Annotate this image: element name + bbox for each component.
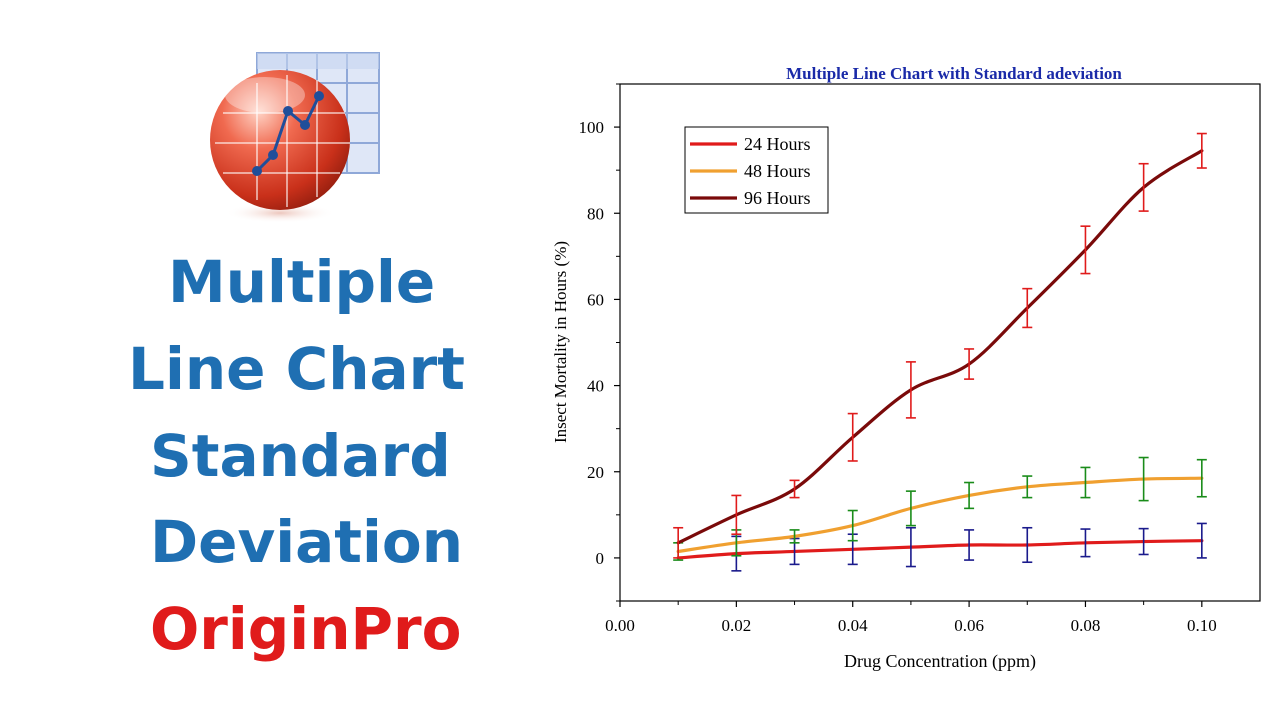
multiple-line-chart: Multiple Line Chart with Standard adevia…	[551, 64, 1261, 672]
series-96-hours	[673, 132, 1207, 559]
legend-label: 96 Hours	[744, 188, 811, 208]
x-tick-label: 0.02	[721, 616, 751, 635]
headline-line-2: Line Chart	[128, 335, 465, 403]
error-bar	[1022, 287, 1033, 329]
series-line	[676, 149, 1204, 545]
x-tick-label: 0.04	[838, 616, 868, 635]
error-bar	[905, 490, 916, 527]
error-bar	[789, 479, 800, 499]
error-bar	[847, 509, 858, 542]
originpro-logo-icon	[210, 52, 380, 223]
error-bar	[1138, 527, 1149, 556]
x-tick-label: 0.00	[605, 616, 635, 635]
y-tick-label: 0	[596, 549, 605, 568]
error-bar	[789, 529, 800, 544]
headline-originpro: OriginPro	[150, 595, 462, 663]
y-axis-label: Insect Mortality in Hours (%)	[551, 241, 570, 443]
error-bar	[673, 526, 684, 559]
error-bar	[1138, 456, 1149, 502]
y-tick-label: 80	[587, 204, 604, 223]
error-bar	[964, 529, 975, 561]
chart-title: Multiple Line Chart with Standard adevia…	[786, 64, 1122, 83]
series-line	[676, 476, 1204, 554]
y-tick-label: 40	[587, 377, 604, 396]
error-bar	[1080, 225, 1091, 275]
x-tick-label: 0.10	[1187, 616, 1217, 635]
legend: 24 Hours 48 Hours 96 Hours	[684, 126, 829, 214]
series-layer	[673, 132, 1207, 572]
error-bar	[1196, 522, 1207, 559]
y-tick-label: 20	[587, 463, 604, 482]
legend-label: 48 Hours	[744, 161, 811, 181]
x-axis-label: Drug Concentration (ppm)	[844, 651, 1036, 672]
y-tick-label: 60	[587, 290, 604, 309]
series-24-hours	[676, 522, 1207, 572]
headline-line-3: Standard	[150, 422, 451, 490]
error-bar	[905, 526, 916, 568]
error-bar	[847, 412, 858, 462]
axes: 0.00 0.02 0.04 0.06 0.08 0.10 0 20 40 60 80 100	[579, 83, 1217, 635]
error-bar	[1138, 162, 1149, 212]
error-bar	[964, 481, 975, 510]
error-bar	[731, 494, 742, 536]
x-tick-label: 0.08	[1071, 616, 1101, 635]
headline-line-1: Multiple	[168, 248, 436, 316]
x-tick-label: 0.06	[954, 616, 984, 635]
series-line	[676, 539, 1204, 560]
error-bar	[1080, 528, 1091, 558]
error-bar	[1080, 466, 1091, 499]
y-tick-label: 100	[579, 118, 605, 137]
error-bar	[964, 348, 975, 380]
error-bar	[1196, 458, 1207, 498]
error-bar	[905, 361, 916, 419]
error-bar	[1022, 526, 1033, 564]
error-bar	[1196, 132, 1207, 169]
error-bar	[1022, 475, 1033, 499]
headline-line-4: Deviation	[150, 508, 464, 576]
legend-label: 24 Hours	[744, 134, 811, 154]
